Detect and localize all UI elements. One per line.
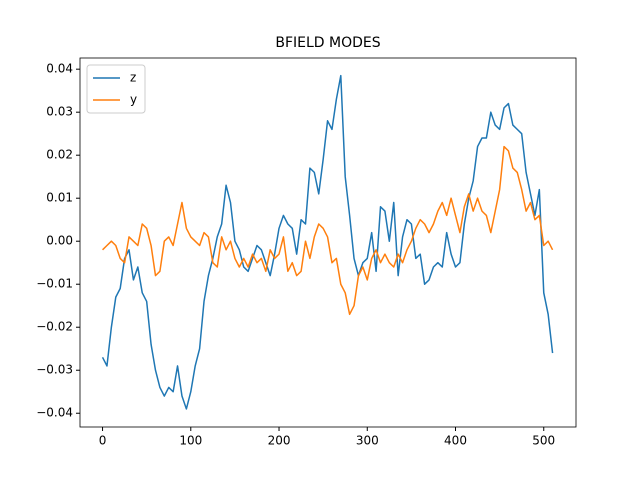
x-tick-label: 400 [444, 434, 467, 448]
y-tick-label: 0.02 [46, 148, 73, 162]
legend-label: z [130, 71, 136, 85]
data-line [102, 145, 554, 316]
x-tick-label: 500 [532, 434, 555, 448]
legend-box [86, 64, 146, 114]
y-tick-label: −0.04 [36, 406, 73, 420]
y-tick-label: −0.03 [36, 363, 73, 377]
y-tick-label: 0.03 [46, 105, 73, 119]
y-tick-label: −0.02 [36, 320, 73, 334]
x-tick-label: 0 [99, 434, 107, 448]
y-tick-label: −0.01 [36, 277, 73, 291]
x-tick-label: 200 [268, 434, 291, 448]
axes-frame [79, 57, 577, 428]
data-line [101, 74, 554, 410]
y-tick-label: 0.04 [46, 62, 73, 76]
y-tick-label: 0.00 [46, 234, 73, 248]
chart-title: BFIELD MODES [275, 35, 380, 51]
x-tick-label: 100 [179, 434, 202, 448]
legend-label: y [130, 93, 137, 107]
y-tick-label: 0.01 [46, 191, 73, 205]
x-tick-label: 300 [356, 434, 379, 448]
